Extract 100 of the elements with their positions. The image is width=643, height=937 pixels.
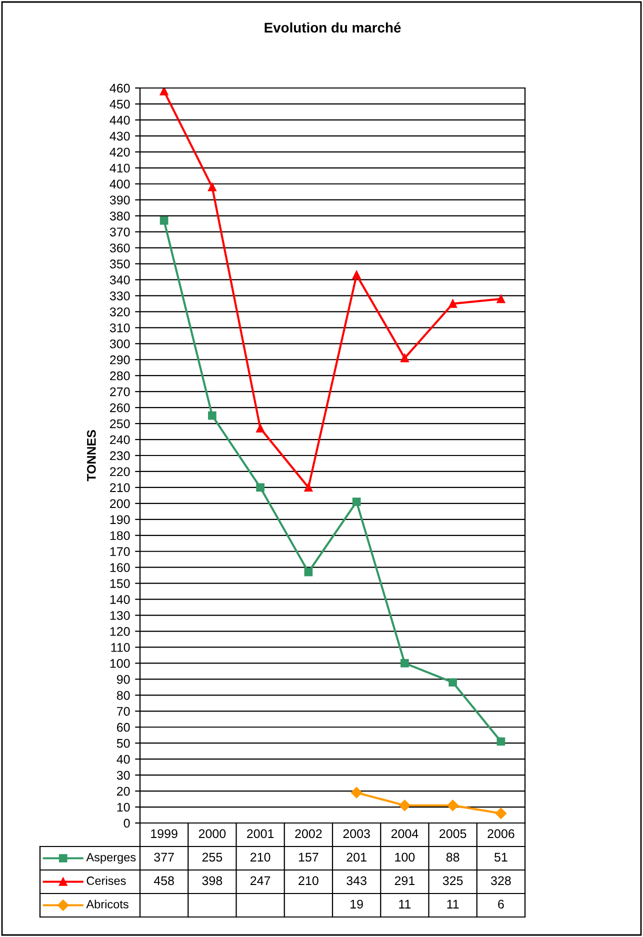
data-label: 328	[490, 876, 511, 886]
y-tick-label: 360	[110, 244, 130, 252]
y-tick-label: 290	[110, 355, 130, 364]
y-tick-label: 10	[117, 802, 130, 812]
y-tick-label: 310	[110, 323, 130, 332]
y-tick-label: 400	[110, 180, 130, 189]
data-label: 157	[298, 852, 318, 862]
point	[496, 294, 506, 304]
y-tick-label: 460	[110, 84, 130, 93]
y-tick-label: 220	[110, 467, 130, 476]
y-tick-label: 60	[117, 722, 130, 732]
data-label: 398	[202, 876, 222, 886]
data-label: 343	[346, 876, 366, 886]
data-label: 377	[154, 852, 174, 862]
y-tick-label: 270	[110, 387, 130, 396]
point	[495, 808, 507, 820]
data-label: 11	[399, 900, 411, 908]
point	[399, 800, 410, 812]
legend-label: Abricots	[86, 900, 128, 908]
y-tick-label: 90	[116, 674, 130, 684]
x-tick-label: 2003	[343, 829, 370, 838]
data-label: 88	[446, 852, 460, 862]
y-tick-label: 380	[110, 212, 130, 220]
y-tick-label: 260	[110, 403, 130, 412]
point	[448, 300, 457, 308]
legend-label: Cerises	[86, 876, 126, 885]
data-label: 247	[250, 876, 270, 885]
point	[208, 182, 216, 192]
point	[496, 737, 506, 746]
y-tick-label: 150	[110, 579, 130, 588]
x-tick-label: 1999	[151, 829, 178, 838]
y-tick-label: 200	[110, 499, 130, 508]
data-label: 291	[394, 876, 415, 886]
y-tick-label: 210	[110, 483, 130, 492]
point	[352, 270, 361, 280]
y-tick-label: 30	[116, 770, 130, 780]
data-label: 210	[298, 876, 318, 886]
data-label: 19	[350, 900, 363, 909]
y-tick-label: 50	[116, 738, 130, 748]
y-tick-label: 20	[117, 786, 130, 796]
data-label: 201	[346, 852, 366, 862]
point	[350, 787, 362, 798]
data-label: 325	[442, 876, 463, 886]
y-tick-label: 230	[110, 451, 130, 460]
y-tick-label: 100	[110, 659, 130, 668]
point	[448, 678, 457, 687]
point	[352, 498, 361, 506]
y-tick-label: 80	[116, 690, 130, 700]
y-tick-label: 70	[117, 706, 130, 716]
y-tick-label: 240	[110, 435, 130, 444]
point	[304, 483, 313, 492]
point	[400, 659, 409, 668]
point	[208, 411, 216, 420]
y-tick-label: 420	[110, 148, 130, 157]
data-label: 210	[250, 852, 270, 862]
x-tick-label: 2004	[391, 829, 418, 838]
data-label: 6	[498, 900, 504, 909]
y-tick-label: 300	[110, 339, 130, 348]
x-tick-label: 2001	[247, 829, 274, 838]
y-tick-label: 370	[110, 228, 130, 236]
x-tick-label: 2000	[198, 829, 226, 838]
point	[400, 354, 409, 362]
y-tick-label: 430	[110, 132, 130, 141]
point	[256, 424, 264, 433]
y-tick-label: 450	[110, 100, 130, 109]
x-tick-label: 2005	[440, 829, 466, 838]
y-tick-label: 130	[110, 611, 130, 620]
y-tick-label: 390	[110, 196, 130, 204]
y-tick-label: 440	[110, 116, 130, 125]
point	[256, 483, 264, 492]
y-tick-label: 340	[110, 276, 130, 284]
y-tick-label: 180	[110, 531, 130, 540]
data-label: 100	[395, 852, 415, 862]
x-tick-label: 2006	[488, 829, 514, 838]
y-tick-label: 410	[110, 164, 130, 173]
point	[304, 568, 313, 576]
data-label: 51	[494, 852, 508, 862]
y-axis-title: TONNES	[86, 430, 96, 482]
y-tick-label: 160	[110, 563, 130, 572]
y-tick-label: 120	[110, 627, 130, 636]
data-label: 458	[154, 876, 174, 886]
y-tick-label: 330	[110, 292, 130, 300]
y-tick-label: 170	[110, 547, 130, 556]
data-label: 255	[202, 852, 222, 862]
x-tick-label: 2002	[295, 829, 322, 838]
y-tick-label: 110	[111, 643, 130, 652]
y-tick-label: 40	[116, 754, 130, 764]
point	[447, 800, 458, 812]
y-tick-label: 350	[110, 260, 130, 268]
y-tick-label: 190	[110, 515, 130, 524]
y-tick-label: 280	[110, 371, 130, 380]
y-tick-label: 320	[110, 307, 130, 316]
point	[160, 88, 168, 96]
y-tick-label: 140	[110, 595, 130, 604]
chart-title: Evolution du marché	[264, 22, 401, 33]
legend-label: Asperges	[86, 853, 136, 864]
y-tick-label: 250	[110, 419, 130, 428]
data-label: 11	[447, 900, 459, 908]
y-tick-label: 0	[124, 818, 130, 828]
point	[160, 216, 168, 225]
